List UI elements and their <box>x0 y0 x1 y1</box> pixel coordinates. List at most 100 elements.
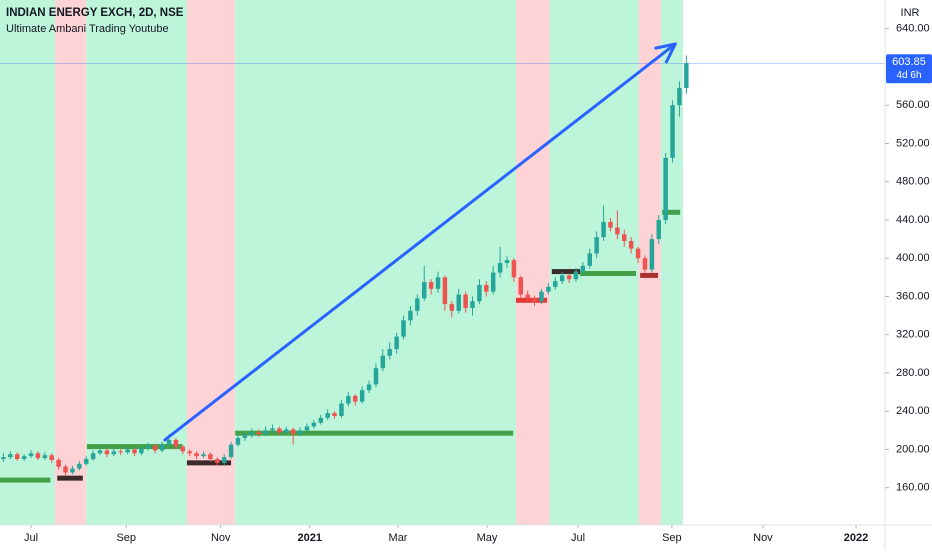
zones <box>0 0 683 525</box>
candle-body <box>435 277 441 289</box>
candle-body <box>35 453 41 459</box>
candle-body <box>518 277 524 295</box>
candle-body <box>249 432 255 436</box>
candle-body <box>373 368 379 385</box>
chart-subtitle: Ultimate Ambani Trading Youtube <box>6 23 169 35</box>
x-tick-label: Nov <box>753 532 773 544</box>
candle-body <box>311 422 317 427</box>
candle-body <box>553 281 558 287</box>
candle-body <box>484 284 489 292</box>
chart-title: INDIAN ENERGY EXCH, 2D, NSE <box>6 7 184 19</box>
level-line <box>662 209 681 215</box>
candle-body <box>408 310 413 321</box>
candle-body <box>456 294 461 311</box>
y-tick-label: 480.00 <box>896 176 930 188</box>
candle-body <box>42 455 48 459</box>
y-tick-label: 400.00 <box>896 252 930 264</box>
y-tick-label: 320.00 <box>896 329 930 341</box>
candle-body <box>159 444 165 451</box>
candle-body <box>284 429 289 433</box>
candle-body <box>656 219 661 240</box>
candle-body <box>97 450 103 454</box>
candle-body <box>497 262 503 273</box>
level-line <box>551 269 581 275</box>
y-tick-label: 200.00 <box>896 443 930 455</box>
candle-body <box>256 432 261 435</box>
arrow-line <box>163 42 677 442</box>
candle-body <box>463 294 468 308</box>
candle-body <box>70 468 75 473</box>
candle-body <box>201 454 206 457</box>
level-line <box>186 460 232 466</box>
candle-body <box>401 320 406 337</box>
countdown-label: 4d 6h <box>896 70 921 81</box>
candle-body <box>559 275 565 282</box>
candle-body <box>684 63 689 88</box>
candle-body <box>304 426 310 431</box>
candle-body <box>649 239 655 270</box>
signal-zone <box>515 0 550 525</box>
candle-body <box>77 463 82 469</box>
level-line <box>235 430 514 436</box>
y-tick-label: 360.00 <box>896 290 930 302</box>
signal-zone <box>660 0 683 525</box>
candle-body <box>290 429 296 435</box>
candle-body <box>394 336 399 350</box>
y-tick-label: 440.00 <box>896 214 930 226</box>
level-line <box>86 444 183 450</box>
candle-body <box>118 451 123 453</box>
candle-body <box>387 349 392 356</box>
candle-body <box>215 459 220 463</box>
candle-body <box>15 454 20 460</box>
candle-body <box>449 304 455 311</box>
candle-body <box>339 403 344 416</box>
candle-body <box>511 260 517 278</box>
level-line <box>640 272 659 278</box>
x-tick-label: Jul <box>24 532 38 544</box>
candle-body <box>83 459 89 464</box>
x-tick-label: Jul <box>571 532 585 544</box>
y-tick-label: 160.00 <box>896 482 930 494</box>
signal-zone <box>0 0 56 525</box>
candle-body <box>587 253 593 266</box>
signal-zone <box>549 0 639 525</box>
candle-body <box>663 157 668 220</box>
candle-body <box>49 455 54 460</box>
candle-body <box>332 413 337 416</box>
candle-body <box>242 435 248 438</box>
candle-body <box>297 430 303 435</box>
candle-body <box>594 237 599 254</box>
level-line <box>57 475 83 481</box>
y-tick-label: 560.00 <box>896 99 930 111</box>
candle-body <box>539 291 544 302</box>
x-tick-label: Nov <box>211 532 231 544</box>
signal-zone <box>186 0 236 525</box>
candle-body <box>670 105 675 158</box>
candle-body <box>421 282 427 299</box>
y-tick-label: 520.00 <box>896 137 930 149</box>
level-line <box>0 477 51 483</box>
candle-body <box>601 221 606 238</box>
candle-body <box>442 277 448 305</box>
candle-body <box>28 453 34 457</box>
candle-body <box>359 390 365 402</box>
candle-body <box>525 294 530 299</box>
candle-body <box>573 271 579 280</box>
candle-body <box>194 453 199 457</box>
candle-body <box>677 87 682 106</box>
x-tick-label: May <box>477 532 498 544</box>
candle-body <box>346 395 351 404</box>
y-tick-label: 240.00 <box>896 405 930 417</box>
x-tick-label: Mar <box>389 532 408 544</box>
candle-body <box>490 272 496 292</box>
candle-body <box>1 457 6 460</box>
signal-zone <box>235 0 516 525</box>
x-tick-label: 2021 <box>297 532 321 544</box>
candle-body <box>318 417 323 423</box>
candle-body <box>221 457 227 463</box>
candle-body <box>270 428 275 431</box>
currency: INR <box>901 7 920 19</box>
y-tick-label: 640.00 <box>896 23 930 35</box>
x-tick-label: Sep <box>116 532 136 544</box>
candle-body <box>104 450 110 455</box>
